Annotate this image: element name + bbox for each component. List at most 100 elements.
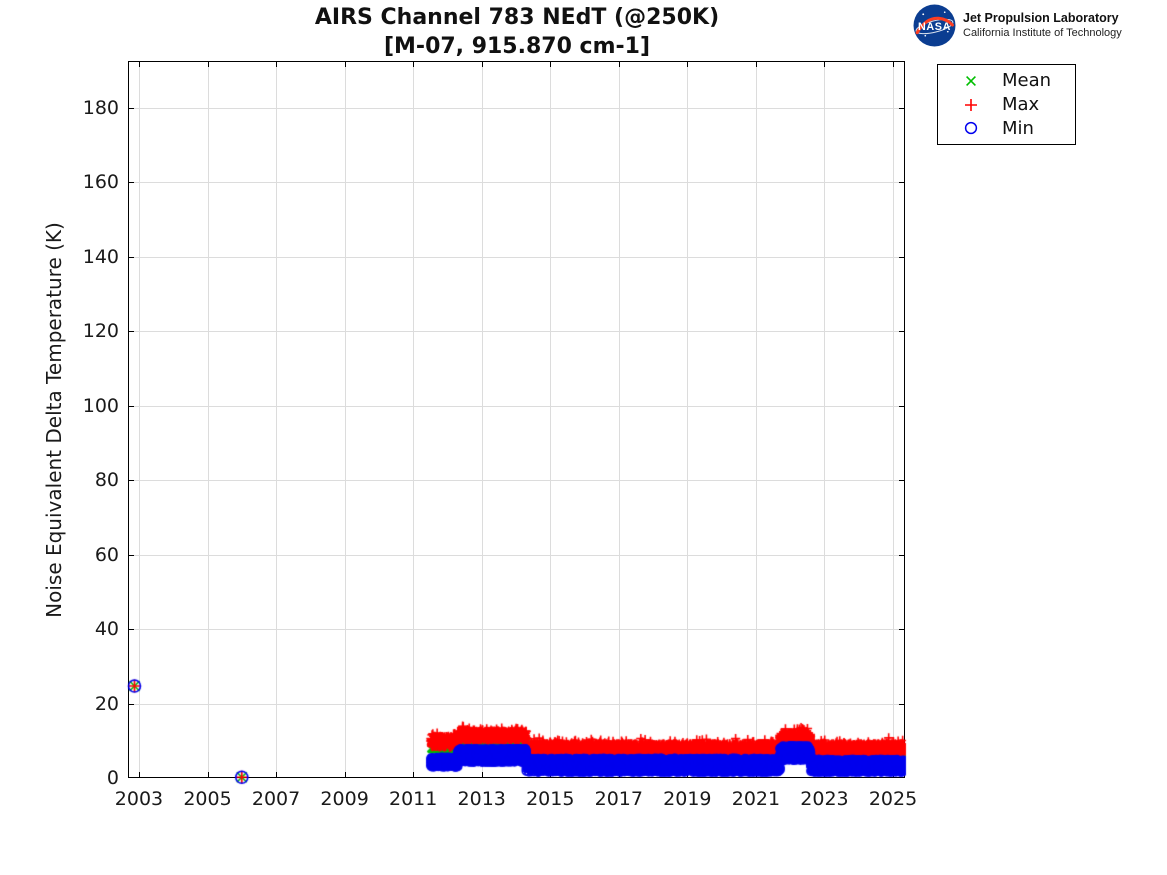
legend-item-max: Max (938, 93, 1075, 117)
gridline (618, 62, 620, 777)
x-tick-label: 2025 (868, 788, 918, 810)
nasa-logo-text: NASA (918, 21, 951, 33)
x-tick-label: 2011 (388, 788, 438, 810)
tick-mark (129, 182, 134, 184)
tick-mark (129, 256, 134, 258)
tick-mark (550, 62, 552, 67)
gridline (129, 331, 904, 333)
tick-mark (899, 405, 904, 407)
y-tick-label: 80 (94, 469, 119, 492)
tick-mark (618, 62, 620, 67)
tick-mark (893, 62, 894, 67)
legend-item-min: Min (938, 116, 1075, 140)
tick-mark (481, 62, 483, 67)
x-tick-label: 2007 (251, 788, 301, 810)
y-tick-label: 140 (82, 245, 119, 268)
chart-title-block: AIRS Channel 783 NEdT (@250K) [M-07, 915… (315, 3, 719, 61)
x-tick-label: 2023 (800, 788, 849, 810)
gridline (824, 62, 826, 777)
tick-mark (129, 480, 134, 482)
legend-label-max: Max (1002, 94, 1040, 115)
y-tick-label: 20 (94, 692, 119, 715)
gridline (129, 480, 904, 482)
y-tick-label: 120 (82, 320, 119, 343)
jpl-logo-text: Jet Propulsion Laboratory California Ins… (963, 11, 1122, 40)
gridline (481, 62, 483, 777)
gridline (129, 554, 904, 556)
tick-mark (207, 62, 209, 67)
tick-mark (824, 62, 826, 67)
x-tick-label: 2017 (594, 788, 643, 810)
x-tick-label: 2005 (183, 788, 232, 810)
y-tick-label: 40 (94, 618, 119, 640)
tick-mark (899, 480, 904, 482)
gridline (413, 62, 415, 777)
chart-subtitle: [M-07, 915.870 cm-1] (383, 34, 651, 59)
tick-mark (276, 772, 278, 777)
tick-mark (138, 772, 140, 777)
tick-mark (481, 772, 483, 777)
tick-mark (893, 772, 894, 777)
tick-mark (276, 62, 278, 67)
chart-title: AIRS Channel 783 NEdT (@250K) (314, 5, 720, 30)
gridline (755, 62, 757, 777)
tick-mark (618, 772, 620, 777)
legend: Mean Max Min (937, 64, 1076, 145)
x-tick-label: 2015 (526, 788, 575, 810)
tick-mark (687, 62, 689, 67)
max-marker-icon (965, 98, 977, 111)
jpl-sub-name: California Institute of Technology (963, 27, 1122, 39)
tick-mark (899, 331, 904, 333)
gridline (129, 107, 904, 109)
x-tick-label: 2021 (731, 788, 781, 810)
gridline (129, 182, 904, 184)
gridline (129, 405, 904, 407)
legend-item-mean: Mean (938, 69, 1075, 93)
gridline (129, 256, 904, 258)
gridline (129, 629, 904, 630)
legend-label-mean: Mean (1002, 70, 1052, 92)
tick-mark (899, 256, 904, 258)
tick-mark (138, 62, 140, 67)
plot-area (128, 61, 905, 778)
gridline (344, 62, 346, 777)
tick-mark (129, 107, 134, 109)
y-tick-label: 0 (106, 767, 119, 789)
nasa-logo-icon: NASA (913, 4, 956, 47)
tick-mark (899, 182, 904, 184)
x-tick-label: 2003 (114, 788, 164, 810)
gridline (138, 62, 140, 777)
gridline (276, 62, 278, 777)
tick-mark (344, 772, 346, 777)
tick-mark (755, 62, 757, 67)
tick-mark (129, 629, 134, 630)
tick-mark (899, 554, 904, 556)
gridline (207, 62, 209, 777)
tick-mark (899, 107, 904, 109)
tick-mark (899, 629, 904, 630)
x-tick-label: 2013 (457, 788, 506, 810)
tick-mark (755, 772, 757, 777)
tick-mark (687, 772, 689, 777)
gridline (550, 62, 552, 777)
tick-mark (413, 62, 415, 67)
mean-marker-icon (966, 75, 976, 86)
tick-mark (129, 405, 134, 407)
y-tick-label: 180 (82, 96, 119, 119)
tick-mark (129, 331, 134, 333)
jpl-logo: NASA Jet Propulsion Laboratory Californi… (913, 4, 1122, 47)
y-tick-label: 160 (82, 171, 119, 194)
x-tick-label: 2009 (320, 788, 369, 810)
legend-label-min: Min (1002, 117, 1034, 139)
tick-mark (207, 772, 209, 777)
gridline (687, 62, 689, 777)
tick-mark (899, 703, 904, 705)
tick-mark (344, 62, 346, 67)
min-marker-icon (964, 122, 978, 135)
tick-mark (824, 772, 826, 777)
tick-mark (129, 703, 134, 705)
tick-mark (550, 772, 552, 777)
jpl-org-name: Jet Propulsion Laboratory (963, 11, 1119, 25)
gridline (129, 703, 904, 705)
x-tick-label: 2019 (663, 788, 712, 810)
